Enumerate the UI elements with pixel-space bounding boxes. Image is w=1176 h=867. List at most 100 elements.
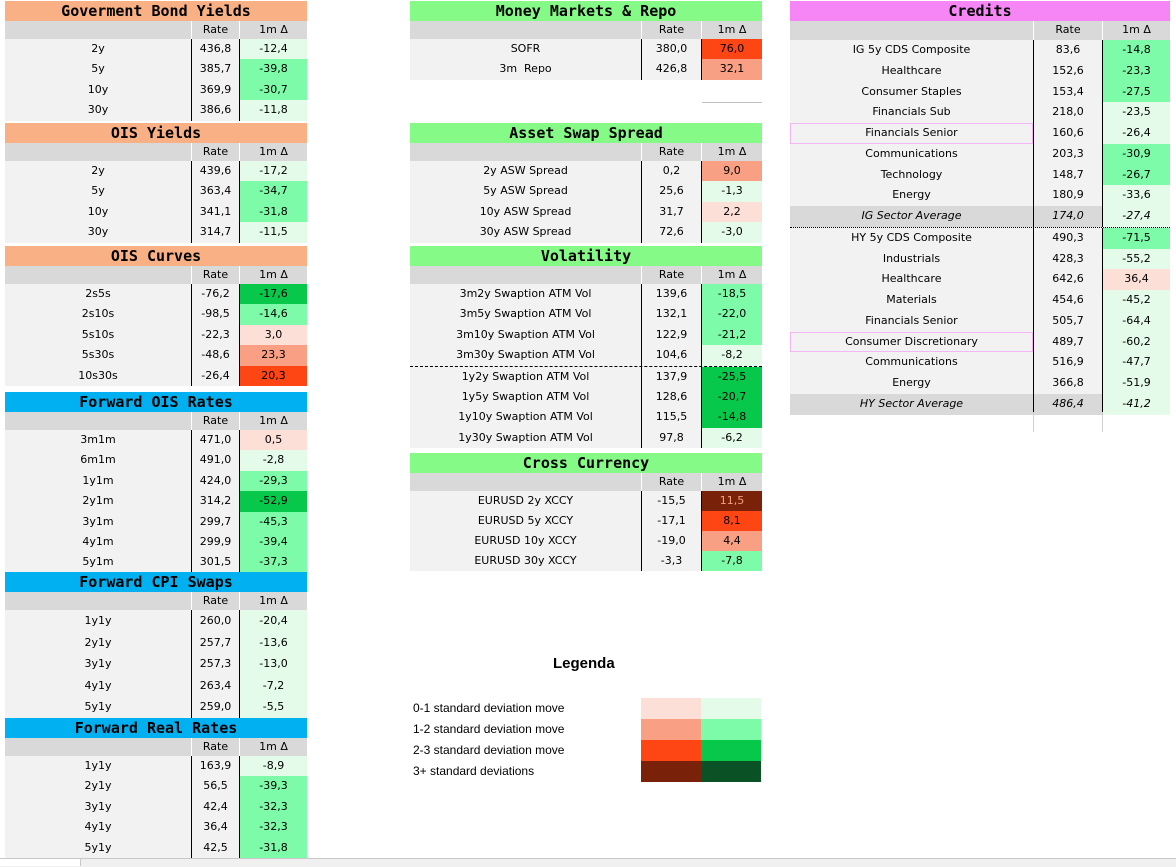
table-title: Forward Real Rates bbox=[5, 718, 307, 738]
column-header-rate: Rate bbox=[1033, 21, 1102, 40]
row-change: 9,0 bbox=[701, 161, 762, 182]
row-rate: 369,9 bbox=[191, 79, 239, 101]
column-header-rate: Rate bbox=[641, 21, 701, 39]
row-label: Consumer Discretionary bbox=[790, 331, 1033, 353]
table-row: Technology 148,7 -26,7 bbox=[790, 164, 1170, 186]
row-label: 5s30s bbox=[81, 348, 115, 362]
column-header-change: 1m Δ bbox=[701, 266, 762, 284]
row-rate: 0,2 bbox=[641, 161, 701, 182]
row-label: 4y1m bbox=[82, 534, 114, 548]
row-label: IG Sector Average bbox=[790, 206, 1033, 227]
row-label: 4y1y bbox=[84, 820, 112, 834]
table-row: HY 5y CDS Composite 490,3 -71,5 bbox=[790, 227, 1170, 249]
row-label: 6m1m bbox=[80, 453, 116, 467]
table-title: OIS Yields bbox=[5, 123, 307, 143]
table-row: 1y1m 424,0 -29,3 bbox=[5, 470, 307, 492]
sheet-tab-bar[interactable] bbox=[0, 858, 1176, 867]
row-label: 3y1y bbox=[84, 799, 112, 813]
row-rate: 385,7 bbox=[191, 59, 239, 80]
sheet-tab[interactable] bbox=[0, 859, 81, 866]
row-change: -7,2 bbox=[239, 674, 307, 697]
row-change: -13,0 bbox=[239, 653, 307, 675]
row-change: -14,8 bbox=[701, 407, 762, 428]
table-row: IG 5y CDS Composite 83,6 -14,8 bbox=[790, 40, 1170, 61]
table-row: 4y1m 299,9 -39,4 bbox=[5, 531, 307, 553]
ois-curves-table: OIS Curves Rate 1m Δ 2s5s -76,2 -17,6 2s10s -98… bbox=[5, 246, 307, 386]
row-change: -17,2 bbox=[239, 161, 307, 182]
table-row: EURUSD 5y XCCY -17,1 8,1 bbox=[410, 511, 762, 531]
row-rate: 257,3 bbox=[191, 653, 239, 675]
row-change: 23,3 bbox=[239, 345, 307, 366]
row-change: -64,4 bbox=[1102, 310, 1170, 332]
volatility-table: Volatility Rate 1m Δ 3m2y Swaption ATM Vol 1… bbox=[410, 246, 762, 449]
table-row: 5y 363,4 -34,7 bbox=[5, 181, 307, 202]
row-rate: 424,0 bbox=[191, 470, 239, 492]
column-header-label bbox=[410, 21, 641, 39]
row-label: 10y ASW Spread bbox=[479, 204, 572, 218]
row-label: Financials Sub bbox=[872, 105, 951, 119]
row-rate: 366,8 bbox=[1033, 373, 1102, 394]
gov-bond-yields-table: Goverment Bond Yields Rate 1m Δ 2y 436,8 -12,… bbox=[5, 1, 307, 121]
row-change: 20,3 bbox=[239, 365, 307, 386]
asset-swap-spread-table: Asset Swap Spread Rate 1m Δ 2y ASW Spread 0,… bbox=[410, 123, 762, 243]
table-row: 1y1y 163,9 -8,9 bbox=[5, 756, 307, 777]
table-row: 3y1m 299,7 -45,3 bbox=[5, 511, 307, 532]
row-rate: 486,4 bbox=[1033, 393, 1102, 415]
column-header-row: Rate 1m Δ bbox=[410, 266, 762, 284]
row-rate: 428,3 bbox=[1033, 248, 1102, 270]
row-label: IG 5y CDS Composite bbox=[852, 43, 971, 56]
row-label: 1y2y Swaption ATM Vol bbox=[461, 369, 590, 383]
row-rate: 454,6 bbox=[1033, 290, 1102, 311]
table-row: Financials Senior 505,7 -64,4 bbox=[790, 310, 1170, 332]
row-change: -45,3 bbox=[239, 511, 307, 532]
row-label: 1y1m bbox=[82, 473, 114, 487]
row-label: 5s10s bbox=[81, 327, 115, 341]
column-header-rate: Rate bbox=[191, 21, 239, 39]
row-change: 8,1 bbox=[701, 511, 762, 531]
row-label: 3m2y Swaption ATM Vol bbox=[459, 287, 592, 300]
row-label: 10y bbox=[87, 82, 109, 96]
row-change: -18,5 bbox=[701, 284, 762, 305]
column-header-rate: Rate bbox=[191, 143, 239, 161]
row-rate: 72,6 bbox=[641, 222, 701, 243]
table-row: EURUSD 10y XCCY -19,0 4,4 bbox=[410, 531, 762, 551]
row-rate: 439,6 bbox=[191, 161, 239, 182]
row-label: 5y bbox=[91, 184, 105, 198]
row-change: -47,7 bbox=[1102, 352, 1170, 373]
row-rate: 152,6 bbox=[1033, 60, 1102, 82]
row-rate: 137,9 bbox=[641, 366, 701, 387]
row-rate: 218,0 bbox=[1033, 102, 1102, 123]
row-label: Healthcare bbox=[881, 272, 942, 286]
mm-spacer-line bbox=[702, 102, 762, 103]
forward-ois-rates-table: Forward OIS Rates Rate 1m Δ 3m1m 471,0 0,5 6m1… bbox=[5, 392, 307, 573]
row-rate: 386,6 bbox=[191, 100, 239, 121]
row-rate: 299,9 bbox=[191, 531, 239, 553]
row-rate: 153,4 bbox=[1033, 81, 1102, 103]
row-change: -34,7 bbox=[239, 181, 307, 202]
table-row: 5y1y 42,5 -31,8 bbox=[5, 837, 307, 858]
table-title: Cross Currency bbox=[410, 453, 762, 473]
row-rate: 36,4 bbox=[191, 817, 239, 838]
row-rate: 489,7 bbox=[1033, 331, 1102, 353]
table-row: 5y ASW Spread 25,6 -1,3 bbox=[410, 181, 762, 202]
row-rate: 259,0 bbox=[191, 696, 239, 718]
column-header-label bbox=[5, 266, 191, 284]
legend-label: 2-3 standard deviation move bbox=[413, 743, 565, 757]
table-row: 10y 341,1 -31,8 bbox=[5, 201, 307, 223]
row-label: 1y1y bbox=[84, 614, 112, 627]
forward-real-rates-table: Forward Real Rates Rate 1m Δ 1y1y 163,9 -8,9 2… bbox=[5, 718, 307, 858]
row-rate: 180,9 bbox=[1033, 185, 1102, 206]
row-rate: 257,7 bbox=[191, 631, 239, 654]
row-change: -23,3 bbox=[1102, 60, 1170, 82]
table-row: 6m1m 491,0 -2,8 bbox=[5, 450, 307, 471]
row-change: -14,8 bbox=[1102, 40, 1170, 61]
table-row: Financials Senior 160,6 -26,4 bbox=[790, 123, 1170, 144]
row-rate: 132,1 bbox=[641, 304, 701, 325]
credits-grid-rate bbox=[1033, 412, 1034, 432]
row-change: -23,5 bbox=[1102, 102, 1170, 123]
table-row: 3m2y Swaption ATM Vol 139,6 -18,5 bbox=[410, 284, 762, 305]
row-rate: 122,9 bbox=[641, 324, 701, 346]
table-row: Consumer Discretionary 489,7 -60,2 bbox=[790, 331, 1170, 353]
column-header-change: 1m Δ bbox=[701, 21, 762, 39]
legend-swatch-red bbox=[641, 761, 701, 782]
